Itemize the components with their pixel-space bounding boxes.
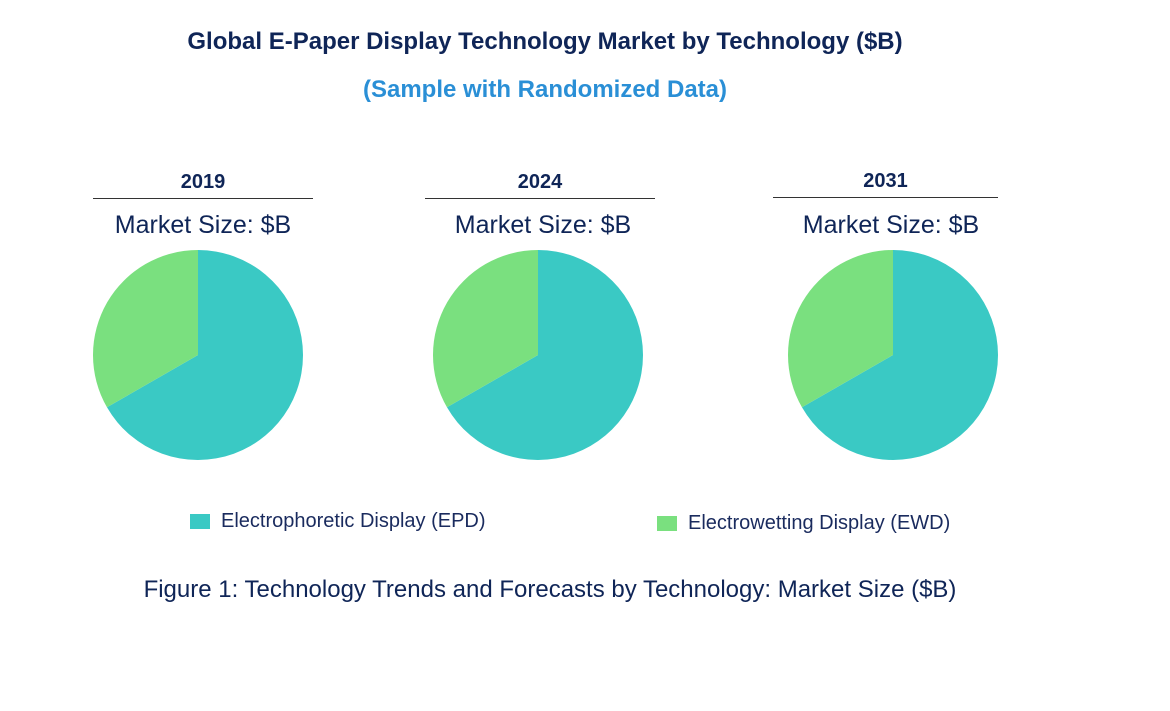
legend-item-epd: Electrophoretic Display (EPD) <box>190 510 486 533</box>
divider <box>93 198 313 199</box>
pie-slice-2019-ewd <box>92 250 198 408</box>
pie-label-2031: Market Size: $B <box>802 211 980 239</box>
pie-year-2031: 2031 <box>863 170 908 192</box>
legend-swatch-ewd <box>657 516 677 531</box>
pie-slice-2019-epd <box>106 250 303 460</box>
divider <box>425 198 655 199</box>
divider <box>773 197 998 198</box>
pie-year-2019: 2019 <box>180 171 226 193</box>
legend-label-epd: Electrophoretic Display (EPD) <box>221 510 486 532</box>
legend-label-ewd: Electrowetting Display (EWD) <box>688 512 951 534</box>
legend-swatch-epd <box>190 514 210 529</box>
pie-year-2024: 2024 <box>517 171 563 193</box>
legend-item-ewd: Electrowetting Display (EWD) <box>657 512 950 535</box>
pie-slice-2024-ewd <box>432 250 538 408</box>
figure-caption: Figure 1: Technology Trends and Forecast… <box>143 576 957 603</box>
pie-label-2019: Market Size: $B <box>114 211 292 239</box>
chart-title: Global E-Paper Display Technology Market… <box>187 28 903 55</box>
chart-subtitle: (Sample with Randomized Data) <box>362 76 728 103</box>
pie-slice-2031-epd <box>801 250 998 460</box>
pie-slice-2024-epd <box>446 250 643 460</box>
pie-label-2024: Market Size: $B <box>454 211 632 239</box>
pie-slice-2031-ewd <box>787 249 893 408</box>
